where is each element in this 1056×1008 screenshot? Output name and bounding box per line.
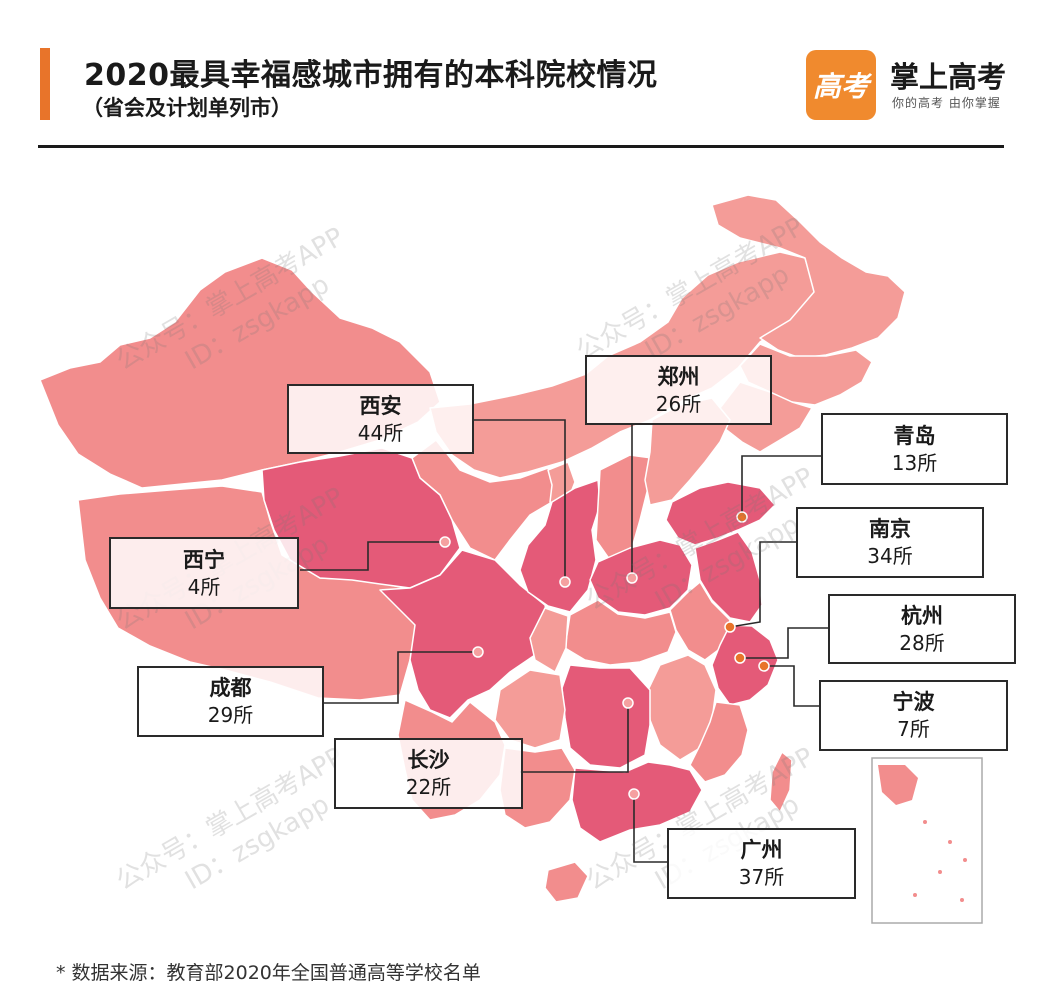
city-name: 青岛 — [893, 423, 936, 448]
city-university-count: 13所 — [891, 450, 938, 475]
city-label-changsha: 长沙 22所 — [334, 738, 523, 809]
city-university-count: 44所 — [357, 420, 404, 445]
brand-name: 掌上高考 — [890, 60, 1007, 94]
data-source-footnote: * 数据来源：教育部2020年全国普通高等学校名单 — [56, 962, 481, 984]
city-dot-changsha — [622, 697, 634, 709]
city-university-count: 28所 — [899, 630, 945, 655]
page-subtitle: （省会及计划单列市） — [82, 96, 292, 120]
region-hubei — [564, 599, 677, 666]
region-shanxi — [595, 454, 653, 561]
city-label-xining: 西宁 4所 — [109, 537, 299, 609]
region-henan — [589, 539, 693, 616]
city-name: 郑州 — [657, 364, 700, 389]
city-dot-xian — [559, 576, 571, 588]
city-university-count: 22所 — [405, 775, 452, 799]
city-label-ningbo: 宁波 7所 — [819, 680, 1008, 751]
region-guizhou — [494, 669, 566, 749]
region-shaanxi — [519, 479, 601, 613]
city-name: 长沙 — [407, 748, 450, 772]
city-label-qingdao: 青岛 13所 — [821, 413, 1008, 485]
region-zhejiang — [711, 624, 779, 706]
city-university-count: 29所 — [207, 703, 254, 727]
leader-xining — [300, 541, 445, 571]
leader-chengdu — [322, 651, 478, 704]
city-name: 宁波 — [892, 690, 935, 714]
region-heilongjiang — [711, 194, 906, 359]
city-dot-xining — [439, 536, 451, 548]
leader-guangzhou — [633, 794, 668, 863]
page-title: 2020最具幸福感城市拥有的本科院校情况 — [84, 58, 658, 93]
city-dot-ningbo — [758, 660, 770, 672]
brand-logo: 高考 — [806, 50, 876, 120]
city-name: 杭州 — [901, 603, 943, 628]
brand-logo-glyph: 高考 — [812, 70, 869, 103]
city-dot-chengdu — [472, 646, 484, 658]
city-label-zhengzhou: 郑州 26所 — [585, 355, 772, 425]
city-label-hangzhou: 杭州 28所 — [828, 594, 1016, 664]
city-label-guangzhou: 广州 37所 — [667, 828, 856, 899]
city-label-nanjing: 南京 34所 — [796, 507, 984, 578]
city-name: 西安 — [359, 393, 402, 418]
city-university-count: 34所 — [867, 544, 913, 568]
region-guangdong — [571, 761, 703, 843]
leader-nanjing — [729, 541, 796, 628]
city-name: 成都 — [209, 676, 252, 700]
region-hainan — [544, 861, 589, 903]
leader-xian — [473, 419, 566, 582]
city-name: 南京 — [869, 517, 911, 541]
region-jiangsu — [694, 531, 763, 623]
city-label-xian: 西安 44所 — [287, 384, 474, 454]
city-name: 广州 — [740, 838, 783, 862]
region-fujian — [689, 701, 749, 783]
city-university-count: 26所 — [655, 391, 702, 416]
city-dot-qingdao — [736, 511, 748, 523]
inset-coast — [878, 765, 918, 805]
city-name: 西宁 — [183, 547, 225, 572]
leader-ningbo — [764, 665, 820, 707]
city-dot-hangzhou — [734, 652, 746, 664]
region-taiwan — [769, 751, 793, 813]
city-university-count: 7所 — [897, 717, 930, 741]
brand-slogan: 你的高考 由你掌握 — [892, 96, 1001, 110]
leader-changsha — [520, 705, 629, 773]
city-dot-zhengzhou — [626, 572, 638, 584]
region-shandong — [665, 481, 776, 546]
city-university-count: 37所 — [738, 865, 785, 889]
title-accent-bar — [40, 48, 50, 120]
city-dot-guangzhou — [628, 788, 640, 800]
leader-qingdao — [741, 455, 822, 515]
city-dot-nanjing — [724, 621, 736, 633]
header-divider — [38, 145, 1004, 148]
region-hunan — [561, 664, 651, 769]
region-sichuan — [379, 549, 551, 719]
region-chongqing — [529, 607, 569, 673]
leader-hangzhou — [742, 627, 828, 659]
city-university-count: 4所 — [187, 574, 221, 599]
city-label-chengdu: 成都 29所 — [137, 666, 324, 737]
